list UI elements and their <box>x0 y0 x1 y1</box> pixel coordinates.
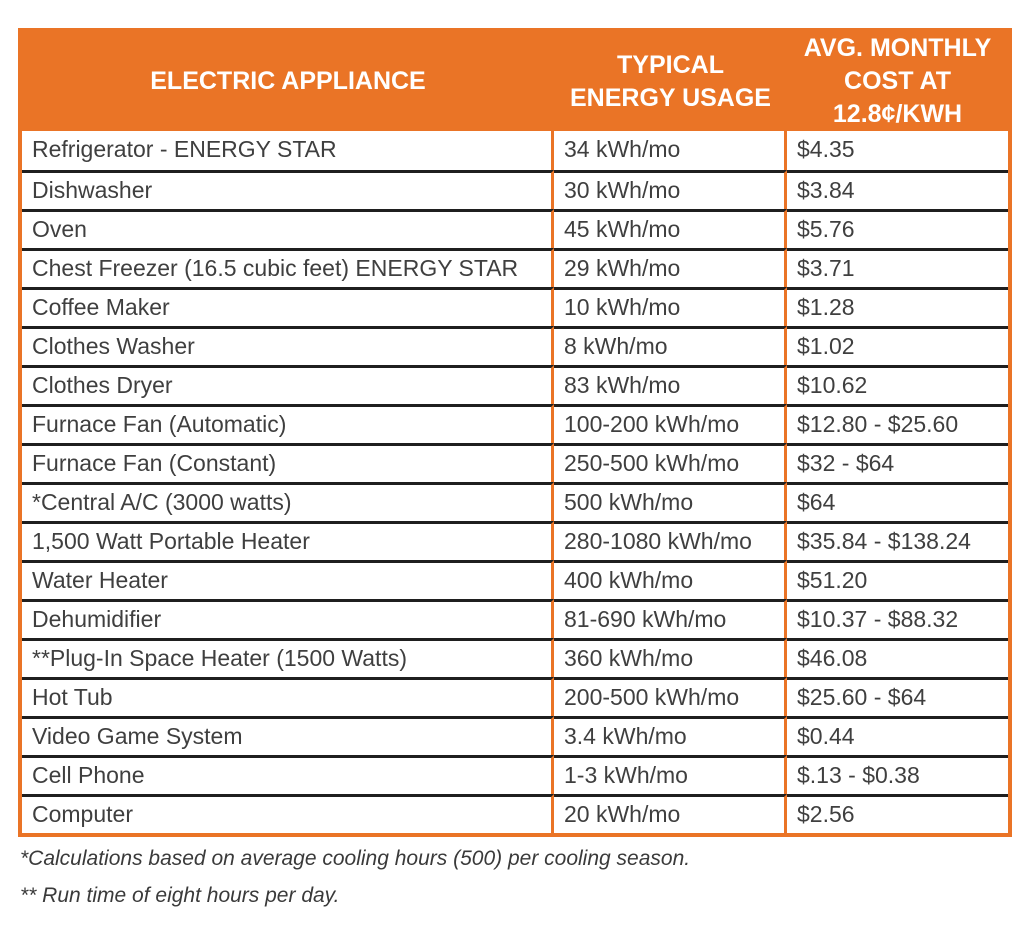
col-header-avg-monthly-cost: AVG. MONTHLY COST AT 12.8¢/KWH <box>787 32 1008 131</box>
monthly-cost-cell: $0.44 <box>787 716 1008 755</box>
monthly-cost-cell: $2.56 <box>787 794 1008 833</box>
appliance-name-cell: Furnace Fan (Constant) <box>22 443 554 482</box>
monthly-cost-cell: $35.84 - $138.24 <box>787 521 1008 560</box>
monthly-cost-cell: $46.08 <box>787 638 1008 677</box>
appliance-name-cell: Computer <box>22 794 554 833</box>
table-body: Refrigerator - ENERGY STAR 34 kWh/mo $4.… <box>22 131 1008 833</box>
energy-usage-cell: 81-690 kWh/mo <box>554 599 787 638</box>
table-row: Furnace Fan (Automatic) 100-200 kWh/mo $… <box>22 404 1008 443</box>
energy-usage-cell: 280-1080 kWh/mo <box>554 521 787 560</box>
col-header-typical-energy-usage: TYPICAL ENERGY USAGE <box>554 32 787 131</box>
energy-usage-cell: 29 kWh/mo <box>554 248 787 287</box>
monthly-cost-cell: $12.80 - $25.60 <box>787 404 1008 443</box>
energy-usage-cell: 34 kWh/mo <box>554 131 787 170</box>
appliance-name-cell: Clothes Washer <box>22 326 554 365</box>
appliance-name-cell: Video Game System <box>22 716 554 755</box>
table-row: Furnace Fan (Constant) 250-500 kWh/mo $3… <box>22 443 1008 482</box>
table-row: **Plug-In Space Heater (1500 Watts) 360 … <box>22 638 1008 677</box>
table-row: Cell Phone 1-3 kWh/mo $.13 - $0.38 <box>22 755 1008 794</box>
table-row: Hot Tub 200-500 kWh/mo $25.60 - $64 <box>22 677 1008 716</box>
energy-usage-cell: 250-500 kWh/mo <box>554 443 787 482</box>
energy-usage-cell: 500 kWh/mo <box>554 482 787 521</box>
appliance-name-cell: Dehumidifier <box>22 599 554 638</box>
table-row: Clothes Washer 8 kWh/mo $1.02 <box>22 326 1008 365</box>
monthly-cost-cell: $10.62 <box>787 365 1008 404</box>
monthly-cost-cell: $10.37 - $88.32 <box>787 599 1008 638</box>
table-row: Refrigerator - ENERGY STAR 34 kWh/mo $4.… <box>22 131 1008 170</box>
col-header-electric-appliance: ELECTRIC APPLIANCE <box>22 32 554 131</box>
table-row: Dishwasher 30 kWh/mo $3.84 <box>22 170 1008 209</box>
footnote-run-time: ** Run time of eight hours per day. <box>20 884 340 908</box>
monthly-cost-cell: $3.84 <box>787 170 1008 209</box>
monthly-cost-cell: $.13 - $0.38 <box>787 755 1008 794</box>
appliance-name-cell: **Plug-In Space Heater (1500 Watts) <box>22 638 554 677</box>
appliance-name-cell: Cell Phone <box>22 755 554 794</box>
energy-usage-cell: 30 kWh/mo <box>554 170 787 209</box>
table-row: Video Game System 3.4 kWh/mo $0.44 <box>22 716 1008 755</box>
appliance-name-cell: Furnace Fan (Automatic) <box>22 404 554 443</box>
energy-usage-cell: 3.4 kWh/mo <box>554 716 787 755</box>
monthly-cost-cell: $5.76 <box>787 209 1008 248</box>
table-header: ELECTRIC APPLIANCE TYPICAL ENERGY USAGE … <box>22 32 1008 131</box>
table-row: Computer 20 kWh/mo $2.56 <box>22 794 1008 833</box>
appliance-name-cell: *Central A/C (3000 watts) <box>22 482 554 521</box>
monthly-cost-cell: $25.60 - $64 <box>787 677 1008 716</box>
monthly-cost-cell: $1.02 <box>787 326 1008 365</box>
table-row: Clothes Dryer 83 kWh/mo $10.62 <box>22 365 1008 404</box>
appliance-name-cell: Clothes Dryer <box>22 365 554 404</box>
footnote-cooling-hours: *Calculations based on average cooling h… <box>20 847 691 870</box>
energy-usage-cell: 20 kWh/mo <box>554 794 787 833</box>
appliance-name-cell: Coffee Maker <box>22 287 554 326</box>
appliance-cost-table: ELECTRIC APPLIANCE TYPICAL ENERGY USAGE … <box>18 28 1012 837</box>
energy-usage-cell: 200-500 kWh/mo <box>554 677 787 716</box>
energy-usage-cell: 360 kWh/mo <box>554 638 787 677</box>
appliance-name-cell: Water Heater <box>22 560 554 599</box>
appliance-name-cell: Dishwasher <box>22 170 554 209</box>
table-row: *Central A/C (3000 watts) 500 kWh/mo $64 <box>22 482 1008 521</box>
appliance-name-cell: Refrigerator - ENERGY STAR <box>22 131 554 170</box>
monthly-cost-cell: $51.20 <box>787 560 1008 599</box>
energy-usage-cell: 100-200 kWh/mo <box>554 404 787 443</box>
table-row: Chest Freezer (16.5 cubic feet) ENERGY S… <box>22 248 1008 287</box>
monthly-cost-cell: $3.71 <box>787 248 1008 287</box>
table-row: Oven 45 kWh/mo $5.76 <box>22 209 1008 248</box>
table-row: Water Heater 400 kWh/mo $51.20 <box>22 560 1008 599</box>
energy-usage-cell: 45 kWh/mo <box>554 209 787 248</box>
energy-usage-cell: 10 kWh/mo <box>554 287 787 326</box>
table-row: Coffee Maker 10 kWh/mo $1.28 <box>22 287 1008 326</box>
monthly-cost-cell: $4.35 <box>787 131 1008 170</box>
table-row: Dehumidifier 81-690 kWh/mo $10.37 - $88.… <box>22 599 1008 638</box>
monthly-cost-cell: $1.28 <box>787 287 1008 326</box>
appliance-name-cell: 1,500 Watt Portable Heater <box>22 521 554 560</box>
energy-usage-cell: 8 kWh/mo <box>554 326 787 365</box>
footnotes: *Calculations based on average cooling h… <box>20 845 1010 920</box>
appliance-name-cell: Chest Freezer (16.5 cubic feet) ENERGY S… <box>22 248 554 287</box>
energy-usage-cell: 1-3 kWh/mo <box>554 755 787 794</box>
appliance-name-cell: Hot Tub <box>22 677 554 716</box>
appliance-name-cell: Oven <box>22 209 554 248</box>
energy-usage-cell: 83 kWh/mo <box>554 365 787 404</box>
energy-usage-cell: 400 kWh/mo <box>554 560 787 599</box>
table-row: 1,500 Watt Portable Heater 280-1080 kWh/… <box>22 521 1008 560</box>
monthly-cost-cell: $64 <box>787 482 1008 521</box>
energy-usage-table: ELECTRIC APPLIANCE TYPICAL ENERGY USAGE … <box>22 32 1008 833</box>
monthly-cost-cell: $32 - $64 <box>787 443 1008 482</box>
